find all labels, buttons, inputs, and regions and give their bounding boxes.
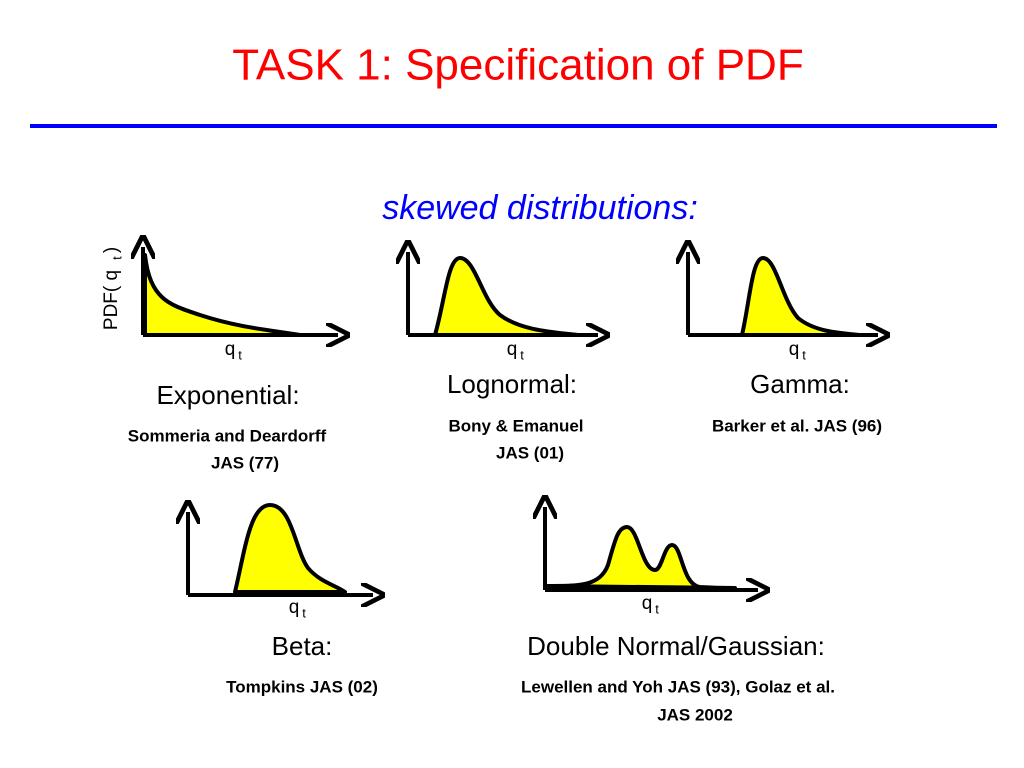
reference: Barker et al. JAS (96) xyxy=(712,416,882,435)
x-label: q xyxy=(507,339,518,360)
panel-name: Lognormal: xyxy=(447,369,577,399)
panel-gamma: q t Gamma: Barker et al. JAS (96) xyxy=(688,252,882,435)
curve xyxy=(433,256,580,337)
panel-name: Exponential: xyxy=(156,380,299,410)
reference: Bony & Emanuel xyxy=(448,416,583,435)
reference: JAS 2002 xyxy=(657,705,733,724)
x-label-sub: t xyxy=(802,347,806,362)
reference: JAS (01) xyxy=(496,443,564,462)
reference: JAS (77) xyxy=(211,453,279,472)
curve xyxy=(233,503,347,594)
reference: Tompkins JAS (02) xyxy=(226,677,378,696)
panel-name: Double Normal/Gaussian: xyxy=(527,631,825,661)
panel-lognormal: q t Lognormal: Bony & Emanuel JAS (01) xyxy=(408,252,598,462)
title: TASK 1: Specification of PDF xyxy=(232,41,803,90)
panel-name: Beta: xyxy=(272,631,333,661)
curve xyxy=(546,525,737,590)
x-label: q xyxy=(289,597,300,618)
x-label: q xyxy=(789,339,800,360)
panel-double-normal: q t Double Normal/Gaussian: Lewellen and… xyxy=(521,507,835,724)
panel-beta: q t Beta: Tompkins JAS (02) xyxy=(188,505,378,696)
x-label-sub: t xyxy=(655,601,659,616)
reference: Lewellen and Yoh JAS (93), Golaz et al. xyxy=(521,677,835,696)
x-label-sub: t xyxy=(238,347,242,362)
y-label-sub: t xyxy=(109,256,124,260)
curve xyxy=(143,253,302,337)
x-label-sub: t xyxy=(302,605,306,620)
panel-exponential: PDF( q t ) q t Exponential: Sommeria and… xyxy=(101,247,338,472)
x-label-sub: t xyxy=(520,347,524,362)
x-label: q xyxy=(225,339,236,360)
panel-name: Gamma: xyxy=(750,369,850,399)
x-label: q xyxy=(642,593,653,614)
y-label: PDF( q xyxy=(101,270,122,330)
curve xyxy=(740,256,862,337)
y-label-end: ) xyxy=(101,247,122,253)
reference: Sommeria and Deardorff xyxy=(128,426,327,445)
subtitle: skewed distributions: xyxy=(382,189,698,227)
